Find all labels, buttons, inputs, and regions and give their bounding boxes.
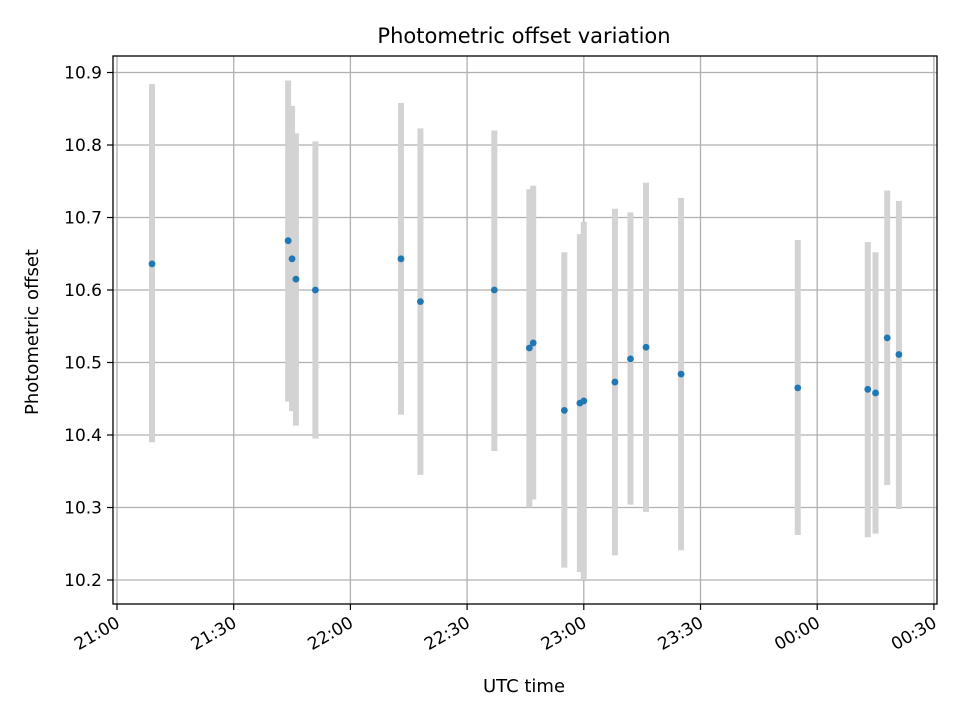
- data-point: [525, 344, 533, 352]
- y-tick-label: 10.5: [64, 354, 102, 374]
- data-point: [397, 255, 405, 263]
- data-point: [794, 384, 802, 392]
- y-tick-label: 10.9: [64, 64, 102, 84]
- data-point: [417, 298, 424, 305]
- y-axis-label: Photometric offset: [22, 249, 43, 415]
- data-point: [490, 286, 498, 294]
- data-point: [288, 255, 296, 263]
- data-point: [284, 237, 292, 245]
- data-point: [677, 370, 685, 378]
- data-point: [611, 378, 619, 386]
- y-axis-ticks: 10.2 10.3 10.4 10.5 10.6 10.7 10.8 10.9: [64, 64, 113, 591]
- plot-frame: [112, 55, 938, 605]
- y-tick-label: 10.6: [64, 281, 102, 301]
- y-tick-label: 10.2: [64, 571, 102, 591]
- data-point: [580, 397, 588, 405]
- data-point: [642, 343, 650, 351]
- data-point: [883, 334, 891, 342]
- y-tick-label: 10.7: [64, 209, 102, 229]
- data-point: [148, 260, 156, 268]
- data-point: [560, 406, 568, 414]
- data-point: [627, 355, 634, 363]
- data-point: [872, 389, 879, 397]
- data-point: [864, 385, 872, 393]
- x-axis-label: UTC time: [483, 676, 565, 697]
- data-point: [311, 286, 319, 294]
- data-point: [529, 339, 537, 347]
- data-point: [292, 275, 300, 283]
- y-tick-label: 10.8: [64, 136, 102, 156]
- y-tick-label: 10.3: [64, 499, 102, 519]
- chart-title: Photometric offset variation: [377, 24, 670, 48]
- y-tick-label: 10.4: [64, 426, 102, 446]
- data-points: [148, 237, 903, 414]
- data-point: [895, 351, 903, 358]
